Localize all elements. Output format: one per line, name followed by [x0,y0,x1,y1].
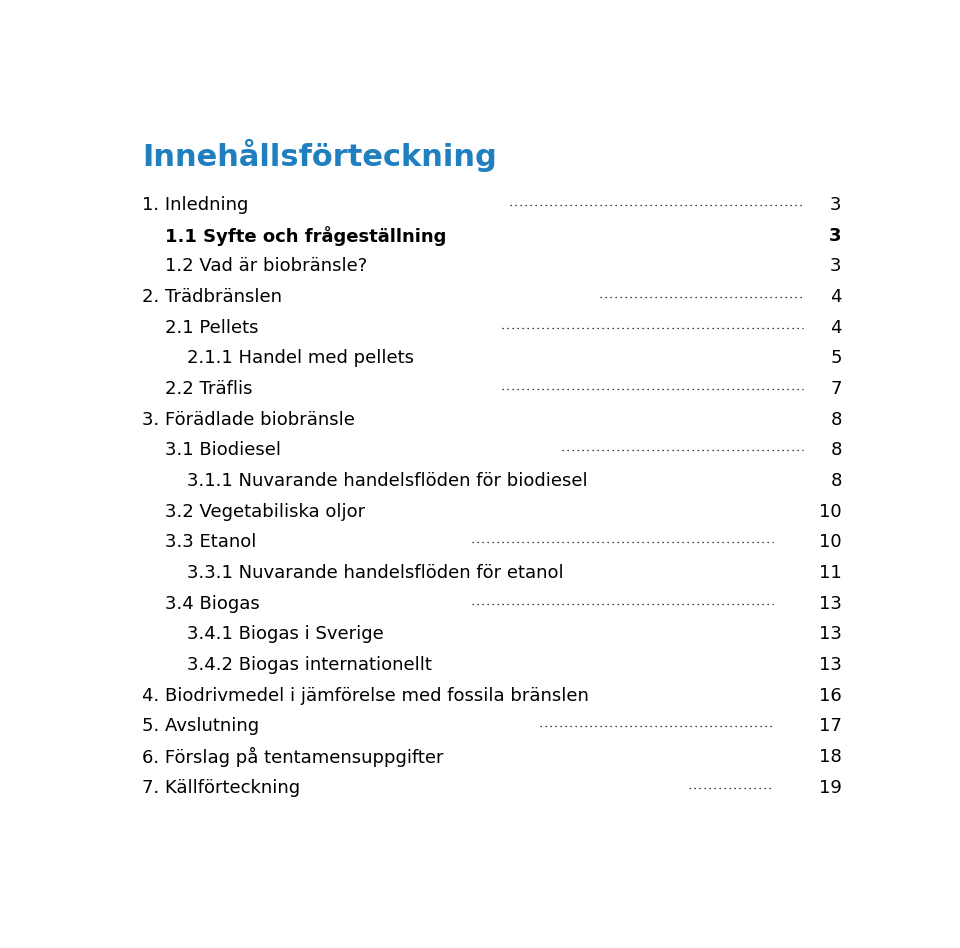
Text: 7: 7 [830,380,842,398]
Text: 3.4.2 Biogas internationellt: 3.4.2 Biogas internationellt [187,656,432,674]
Text: 4. Biodrivmedel i jämförelse med fossila bränslen: 4. Biodrivmedel i jämförelse med fossila… [142,686,589,704]
Text: 4: 4 [830,319,842,337]
Text: Innehållsförteckning: Innehållsförteckning [142,139,497,173]
Text: 3. Förädlade biobränsle: 3. Förädlade biobränsle [142,410,355,428]
Text: 16: 16 [819,686,842,704]
Text: 3.4.1 Biogas i Sverige: 3.4.1 Biogas i Sverige [187,626,384,644]
Text: 2.2 Träflis: 2.2 Träflis [165,380,252,398]
Text: 13: 13 [819,594,842,612]
Text: 8: 8 [830,472,842,490]
Text: 8: 8 [830,441,842,459]
Text: 5. Avslutning: 5. Avslutning [142,718,259,736]
Text: 3.3.1 Nuvarande handelsflöden för etanol: 3.3.1 Nuvarande handelsflöden för etanol [187,564,564,582]
Text: 13: 13 [819,626,842,644]
Text: 7. Källförteckning: 7. Källförteckning [142,778,300,796]
Text: 1.2 Vad är biobränsle?: 1.2 Vad är biobränsle? [165,257,367,275]
Text: 17: 17 [819,718,842,736]
Text: 10: 10 [819,502,842,520]
Text: 11: 11 [819,564,842,582]
Text: 19: 19 [819,778,842,796]
Text: 1.1 Syfte och frågeställning: 1.1 Syfte och frågeställning [165,226,446,246]
Text: 3.1 Biodiesel: 3.1 Biodiesel [165,441,280,459]
Text: 10: 10 [819,533,842,551]
Text: 5: 5 [830,349,842,367]
Text: 6. Förslag på tentamensuppgifter: 6. Förslag på tentamensuppgifter [142,747,444,767]
Text: 8: 8 [830,410,842,428]
Text: 3.4 Biogas: 3.4 Biogas [165,594,259,612]
Text: 3.2 Vegetabiliska oljor: 3.2 Vegetabiliska oljor [165,502,365,520]
Text: 3.1.1 Nuvarande handelsflöden för biodiesel: 3.1.1 Nuvarande handelsflöden för biodie… [187,472,588,490]
Text: 3: 3 [829,227,842,245]
Text: 18: 18 [819,748,842,766]
Text: 4: 4 [830,288,842,306]
Text: 3: 3 [830,196,842,214]
Text: 2. Trädbränslen: 2. Trädbränslen [142,288,282,306]
Text: 3.3 Etanol: 3.3 Etanol [165,533,256,551]
Text: 2.1 Pellets: 2.1 Pellets [165,319,258,337]
Text: 13: 13 [819,656,842,674]
Text: 2.1.1 Handel med pellets: 2.1.1 Handel med pellets [187,349,414,367]
Text: 1. Inledning: 1. Inledning [142,196,249,214]
Text: 3: 3 [830,257,842,275]
